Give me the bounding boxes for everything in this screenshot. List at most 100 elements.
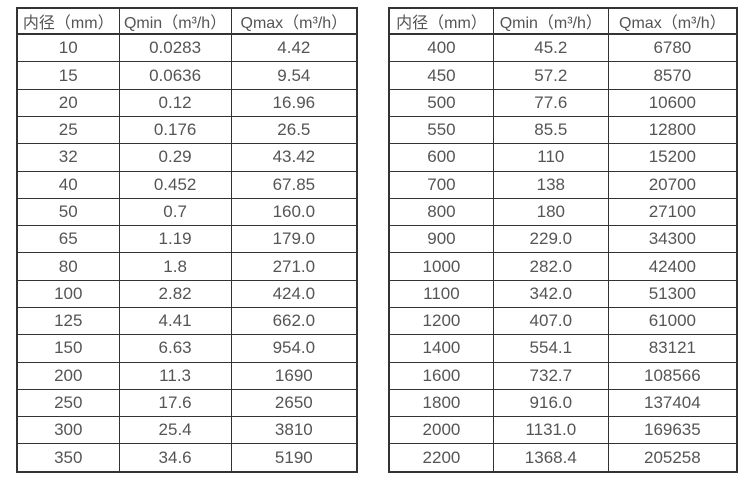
table-cell: 125: [16, 306, 120, 336]
table-row: 600 110 15200: [388, 143, 738, 172]
table-cell: 43.42: [230, 143, 358, 172]
table-cell: 916.0: [492, 388, 609, 418]
table-cell: 350: [16, 443, 120, 473]
table-cell: 450: [388, 61, 494, 90]
table-row: 1000 282.0 42400: [388, 252, 738, 281]
header-row: 内径（mm） Qmin（m³/h） Qmax（m³/h）: [16, 7, 358, 35]
header-inner-diameter: 内径（mm）: [388, 7, 494, 35]
flow-table-large-diameters: 内径（mm） Qmin（m³/h） Qmax（m³/h） 400 45.2 6780…: [388, 7, 738, 473]
table-row: 300 25.4 3810: [16, 416, 358, 445]
table-row: 1200 407.0 61000: [388, 306, 738, 336]
table-cell: 2000: [388, 416, 494, 445]
table-cell: 1200: [388, 306, 494, 336]
table-row: 400 45.2 6780: [388, 33, 738, 63]
table-cell: 50: [16, 197, 120, 227]
table-row: 800 180 27100: [388, 197, 738, 227]
table-cell: 137404: [607, 388, 738, 418]
table-cell: 42400: [607, 252, 738, 281]
table-cell: 169635: [607, 416, 738, 445]
table-cell: 108566: [607, 361, 738, 390]
table-cell: 20: [16, 88, 120, 118]
table-cell: 34300: [607, 225, 738, 254]
table-cell: 342.0: [492, 279, 609, 308]
table-row: 1400 554.1 83121: [388, 334, 738, 363]
table-cell: 0.12: [118, 88, 232, 118]
table-cell: 26.5: [230, 115, 358, 145]
table-cell: 83121: [607, 334, 738, 363]
table-cell: 5190: [230, 443, 358, 473]
table-cell: 15200: [607, 143, 738, 172]
table-cell: 32: [16, 143, 120, 172]
table-cell: 67.85: [230, 170, 358, 199]
table-body: 400 45.2 6780 450 57.2 8570 500 77.6 10600 550 85.…: [388, 33, 738, 473]
table-row: 2200 1368.4 205258: [388, 443, 738, 473]
table-cell: 600: [388, 143, 494, 172]
table-cell: 800: [388, 197, 494, 227]
table-cell: 2650: [230, 388, 358, 418]
table-cell: 205258: [607, 443, 738, 473]
table-cell: 0.0283: [118, 33, 232, 63]
table-row: 50 0.7 160.0: [16, 197, 358, 227]
table-row: 150 6.63 954.0: [16, 334, 358, 363]
table-cell: 1600: [388, 361, 494, 390]
table-row: 40 0.452 67.85: [16, 170, 358, 199]
table-cell: 160.0: [230, 197, 358, 227]
table-cell: 554.1: [492, 334, 609, 363]
table-cell: 662.0: [230, 306, 358, 336]
table-cell: 10600: [607, 88, 738, 118]
table-cell: 0.0636: [118, 61, 232, 90]
table-cell: 0.176: [118, 115, 232, 145]
table-cell: 100: [16, 279, 120, 308]
table-row: 250 17.6 2650: [16, 388, 358, 418]
table-row: 350 34.6 5190: [16, 443, 358, 473]
table-row: 450 57.2 8570: [388, 61, 738, 90]
header-qmax: Qmax（m³/h）: [230, 7, 358, 35]
table-cell: 271.0: [230, 252, 358, 281]
table-cell: 6780: [607, 33, 738, 63]
table-row: 2000 1131.0 169635: [388, 416, 738, 445]
header-row: 内径（mm） Qmin（m³/h） Qmax（m³/h）: [388, 7, 738, 35]
table-cell: 424.0: [230, 279, 358, 308]
table-cell: 12800: [607, 115, 738, 145]
table-cell: 4.41: [118, 306, 232, 336]
table-row: 900 229.0 34300: [388, 225, 738, 254]
table-cell: 200: [16, 361, 120, 390]
table-row: 15 0.0636 9.54: [16, 61, 358, 90]
table-row: 1100 342.0 51300: [388, 279, 738, 308]
table-row: 100 2.82 424.0: [16, 279, 358, 308]
table-row: 200 11.3 1690: [16, 361, 358, 390]
table-cell: 3810: [230, 416, 358, 445]
table-cell: 180: [492, 197, 609, 227]
table-body: 10 0.0283 4.42 15 0.0636 9.54 20 0.12 16.96 25 0.1…: [16, 33, 358, 473]
table-cell: 85.5: [492, 115, 609, 145]
table-row: 500 77.6 10600: [388, 88, 738, 118]
table-cell: 500: [388, 88, 494, 118]
table-cell: 51300: [607, 279, 738, 308]
table-row: 700 138 20700: [388, 170, 738, 199]
table-cell: 16.96: [230, 88, 358, 118]
table-cell: 57.2: [492, 61, 609, 90]
table-cell: 300: [16, 416, 120, 445]
table-cell: 954.0: [230, 334, 358, 363]
table-cell: 1800: [388, 388, 494, 418]
table-row: 1600 732.7 108566: [388, 361, 738, 390]
table-row: 32 0.29 43.42: [16, 143, 358, 172]
header-inner-diameter: 内径（mm）: [16, 7, 120, 35]
table-cell: 700: [388, 170, 494, 199]
table-cell: 1.8: [118, 252, 232, 281]
table-cell: 77.6: [492, 88, 609, 118]
table-cell: 9.54: [230, 61, 358, 90]
table-cell: 1690: [230, 361, 358, 390]
table-cell: 4.42: [230, 33, 358, 63]
table-cell: 110: [492, 143, 609, 172]
header-qmin: Qmin（m³/h）: [118, 7, 232, 35]
table-row: 1800 916.0 137404: [388, 388, 738, 418]
header-qmax: Qmax（m³/h）: [607, 7, 738, 35]
table-cell: 6.63: [118, 334, 232, 363]
table-cell: 407.0: [492, 306, 609, 336]
table-row: 125 4.41 662.0: [16, 306, 358, 336]
table-cell: 400: [388, 33, 494, 63]
table-cell: 900: [388, 225, 494, 254]
table-cell: 1.19: [118, 225, 232, 254]
